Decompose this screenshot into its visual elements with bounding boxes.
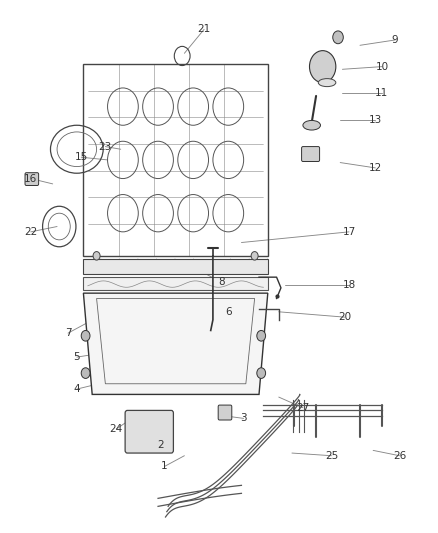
Text: 7: 7: [64, 328, 71, 338]
Polygon shape: [83, 259, 267, 274]
Text: 26: 26: [392, 451, 405, 461]
Text: 23: 23: [99, 142, 112, 151]
Text: 8: 8: [218, 278, 225, 287]
Text: 4: 4: [73, 384, 80, 394]
Circle shape: [309, 51, 335, 83]
Polygon shape: [83, 293, 267, 394]
FancyBboxPatch shape: [301, 147, 319, 161]
Text: 2: 2: [156, 440, 163, 450]
FancyBboxPatch shape: [25, 173, 39, 185]
Text: 12: 12: [368, 163, 381, 173]
Text: 11: 11: [374, 88, 388, 98]
Ellipse shape: [302, 120, 320, 130]
Circle shape: [81, 330, 90, 341]
Circle shape: [256, 330, 265, 341]
Text: 25: 25: [324, 451, 337, 461]
Text: 27: 27: [296, 403, 309, 413]
Text: 3: 3: [240, 414, 247, 423]
Circle shape: [256, 368, 265, 378]
Text: 1: 1: [161, 462, 168, 471]
Text: 18: 18: [342, 280, 355, 290]
Text: 21: 21: [197, 25, 210, 34]
FancyBboxPatch shape: [125, 410, 173, 453]
Text: 24: 24: [110, 424, 123, 434]
Circle shape: [332, 31, 343, 44]
Circle shape: [93, 252, 100, 260]
Text: 9: 9: [391, 35, 398, 45]
Text: 22: 22: [24, 227, 37, 237]
Text: 15: 15: [74, 152, 88, 162]
Text: 16: 16: [24, 174, 37, 183]
Ellipse shape: [318, 78, 335, 86]
Text: 13: 13: [368, 115, 381, 125]
FancyBboxPatch shape: [218, 405, 231, 420]
Circle shape: [81, 368, 90, 378]
Text: 20: 20: [337, 312, 350, 322]
Text: 17: 17: [342, 227, 355, 237]
Circle shape: [251, 252, 258, 260]
Polygon shape: [83, 277, 267, 290]
Text: 6: 6: [224, 307, 231, 317]
Text: 5: 5: [73, 352, 80, 362]
Text: 10: 10: [374, 62, 388, 71]
